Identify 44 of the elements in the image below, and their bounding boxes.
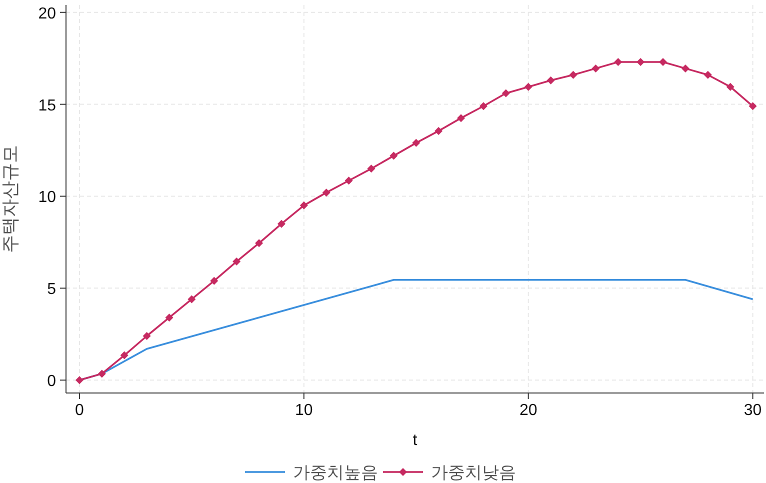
point	[434, 126, 443, 135]
point	[659, 58, 668, 66]
point	[390, 152, 398, 160]
x-tick-label: 20	[519, 402, 538, 419]
legend-label: 가중치높음	[293, 463, 378, 482]
x-tick-label: 0	[75, 402, 84, 419]
point	[726, 82, 734, 91]
point	[98, 370, 106, 378]
y-axis-title: 주택자산규모	[0, 145, 20, 253]
point	[704, 70, 712, 79]
point	[75, 376, 84, 384]
point	[120, 351, 128, 360]
y-tick-label: 5	[47, 281, 56, 298]
point	[636, 58, 645, 66]
point	[232, 258, 241, 266]
y-tick-label: 20	[38, 5, 56, 22]
point	[142, 332, 151, 340]
y-tick-label: 0	[47, 373, 56, 390]
point	[367, 164, 376, 173]
point	[524, 82, 532, 91]
point	[165, 314, 174, 322]
point	[412, 138, 420, 147]
point	[681, 64, 690, 72]
point	[479, 102, 488, 110]
y-tick-label: 10	[38, 189, 56, 206]
legend-label: 가중치낮음	[431, 463, 516, 482]
point	[546, 76, 555, 84]
point	[748, 102, 757, 110]
x-axis-title: t	[412, 432, 418, 449]
point	[210, 276, 218, 285]
point	[502, 89, 510, 98]
point	[277, 220, 286, 228]
y-tick-label: 15	[38, 97, 56, 114]
point	[614, 58, 622, 66]
point	[255, 239, 264, 248]
point	[457, 114, 466, 122]
point	[344, 176, 353, 185]
x-tick-label: 30	[744, 402, 762, 419]
point	[322, 188, 330, 197]
point	[569, 70, 578, 79]
point	[188, 295, 196, 304]
point	[592, 64, 600, 72]
point	[300, 201, 308, 210]
x-tick-label: 10	[295, 402, 313, 419]
